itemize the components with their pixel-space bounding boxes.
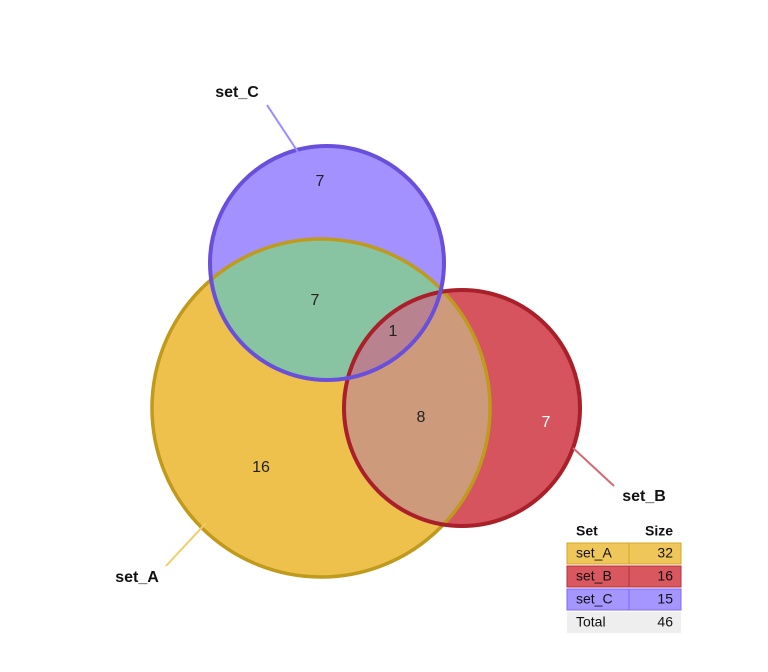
region-b-only-count: 7 xyxy=(542,414,551,431)
table-row-size: 16 xyxy=(657,568,673,584)
table-total-value: 46 xyxy=(657,614,673,630)
set-a-leader xyxy=(165,522,207,567)
table-row-size: 15 xyxy=(657,591,673,607)
table-header-size: Size xyxy=(645,523,673,539)
table-total-label: Total xyxy=(576,614,606,630)
region-a-only-count: 16 xyxy=(252,459,270,476)
region-c-only-count: 7 xyxy=(316,173,325,190)
table-row-size: 32 xyxy=(657,545,673,561)
table-header-set: Set xyxy=(576,523,598,539)
table-row-set: set_A xyxy=(576,545,612,561)
region-a-b-count: 8 xyxy=(417,409,426,426)
set-c-leader xyxy=(266,104,299,153)
region-a-b-c-count: 1 xyxy=(389,323,398,340)
table-row-set: set_B xyxy=(576,568,612,584)
set-a-name: set_A xyxy=(115,569,159,586)
region-a-b-c xyxy=(344,290,444,380)
region-a-c-count: 7 xyxy=(311,292,320,309)
table-row-set: set_C xyxy=(576,591,613,607)
set-b-name: set_B xyxy=(622,488,666,505)
size-table: Set Size set_A 32 set_B 16 set_C 15 Tota… xyxy=(566,523,682,633)
set-c-name: set_C xyxy=(215,84,259,101)
set-b-leader xyxy=(572,447,615,487)
